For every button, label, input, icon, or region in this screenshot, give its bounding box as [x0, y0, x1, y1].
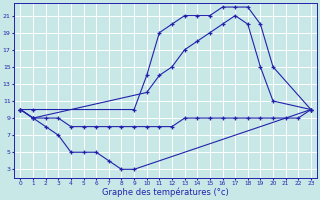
X-axis label: Graphe des températures (°c): Graphe des températures (°c) [102, 188, 229, 197]
